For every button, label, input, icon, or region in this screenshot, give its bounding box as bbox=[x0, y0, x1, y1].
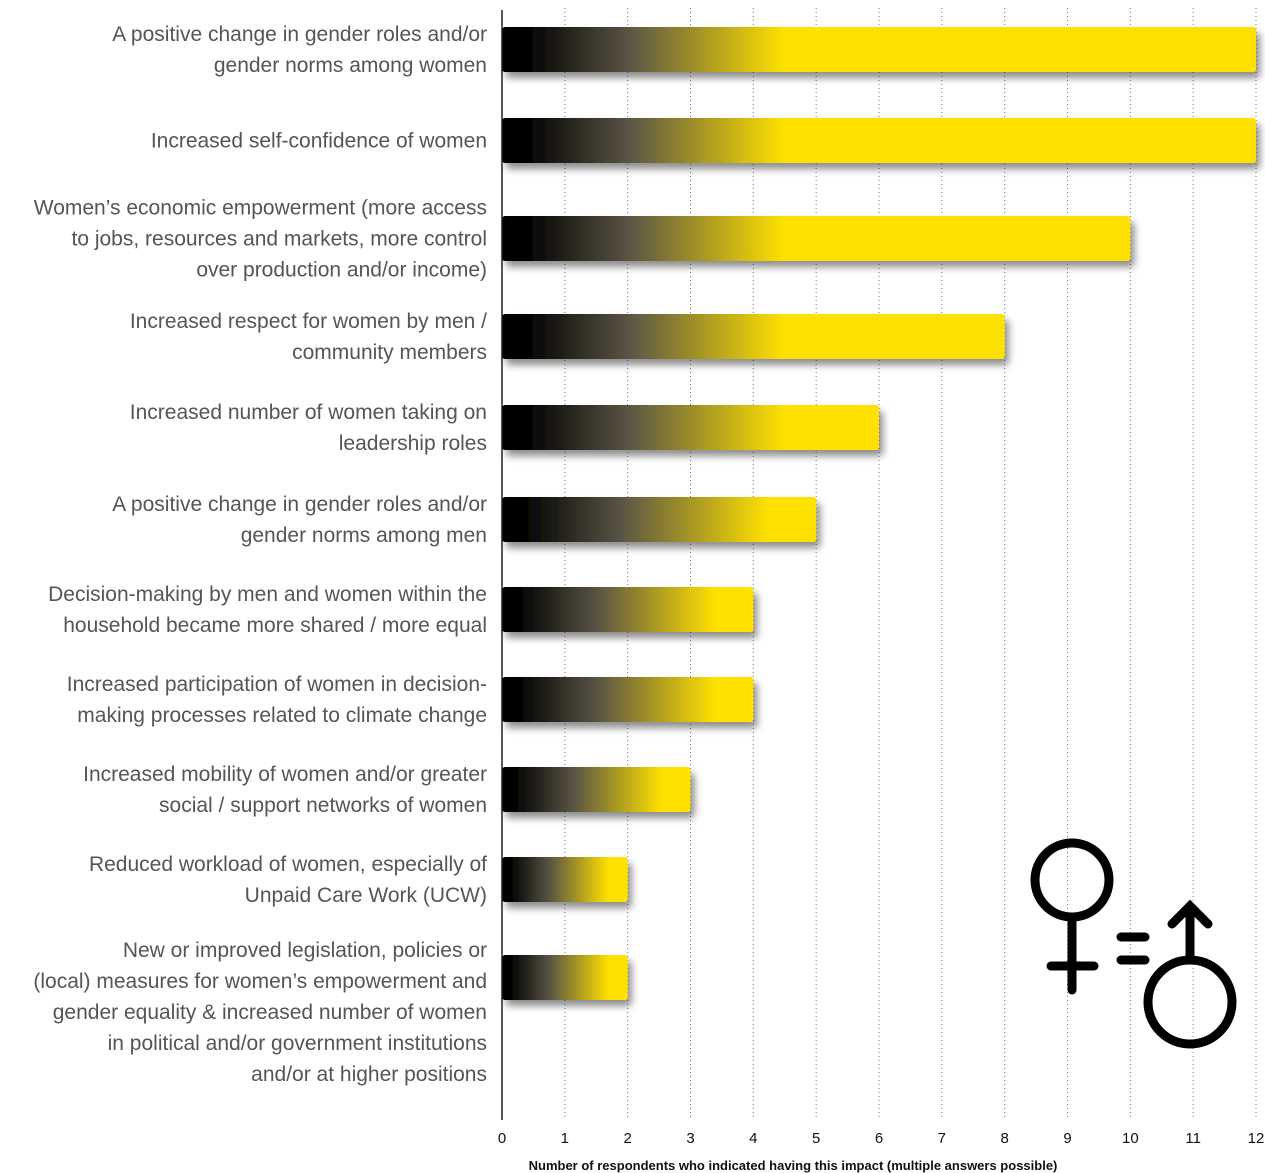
x-tick-label: 0 bbox=[498, 1130, 506, 1147]
category-label: Unpaid Care Work (UCW) bbox=[245, 884, 487, 907]
bar bbox=[502, 27, 1256, 72]
category-label: Increased mobility of women and/or great… bbox=[83, 763, 487, 786]
category-label: to jobs, resources and markets, more con… bbox=[71, 228, 487, 251]
x-tick-label: 4 bbox=[749, 1130, 757, 1147]
bar bbox=[502, 497, 817, 542]
category-label: Increased participation of women in deci… bbox=[67, 673, 487, 696]
bar bbox=[502, 677, 754, 722]
category-label: Decision-making by men and women within … bbox=[48, 583, 487, 606]
bar bbox=[502, 955, 628, 1000]
x-tick-label: 10 bbox=[1122, 1130, 1139, 1147]
category-label: household became more shared / more equa… bbox=[63, 614, 487, 637]
category-label: in political and/or government instituti… bbox=[108, 1032, 487, 1055]
category-label: Women’s economic empowerment (more acces… bbox=[34, 197, 487, 220]
x-tick-label: 8 bbox=[1000, 1130, 1008, 1147]
gender-equality-icon bbox=[1030, 838, 1237, 1049]
x-tick-label: 7 bbox=[938, 1130, 946, 1147]
category-label: Reduced workload of women, especially of bbox=[89, 853, 487, 876]
x-tick-label: 3 bbox=[686, 1130, 694, 1147]
x-tick-label: 6 bbox=[875, 1130, 883, 1147]
category-label: gender norms among women bbox=[214, 54, 487, 77]
female-symbol-circle bbox=[1030, 838, 1114, 922]
bar bbox=[502, 405, 879, 450]
category-label: social / support networks of women bbox=[159, 794, 487, 817]
gridlines bbox=[564, 8, 1257, 1118]
x-tick-label: 5 bbox=[812, 1130, 820, 1147]
x-axis-title: Number of respondents who indicated havi… bbox=[529, 1158, 1058, 1173]
x-tick-label: 9 bbox=[1063, 1130, 1071, 1147]
category-label: (local) measures for women’s empowerment… bbox=[33, 970, 487, 993]
category-label: making processes related to climate chan… bbox=[77, 704, 487, 727]
category-label: Increased self-confidence of women bbox=[151, 130, 487, 153]
bar bbox=[502, 857, 628, 902]
category-label: over production and/or income) bbox=[196, 259, 487, 282]
x-tick-labels: 0 1 2 3 4 5 6 7 8 9 10 11 12 bbox=[498, 1130, 1265, 1147]
category-label: leadership roles bbox=[339, 432, 487, 455]
male-symbol-arrow bbox=[1167, 899, 1213, 929]
x-tick-label: 1 bbox=[561, 1130, 569, 1147]
x-tick-label: 12 bbox=[1248, 1130, 1265, 1147]
category-label: New or improved legislation, policies or bbox=[123, 939, 487, 962]
x-tick-label: 2 bbox=[623, 1130, 631, 1147]
category-label: gender equality & increased number of wo… bbox=[53, 1001, 487, 1024]
category-label: Increased number of women taking on bbox=[130, 401, 487, 424]
category-label: A positive change in gender roles and/or bbox=[112, 23, 487, 46]
category-label: gender norms among men bbox=[241, 524, 487, 547]
category-labels: A positive change in gender roles and/or… bbox=[33, 23, 487, 1086]
x-tick-label: 11 bbox=[1185, 1130, 1201, 1147]
category-label: Increased respect for women by men / bbox=[130, 310, 487, 333]
category-label: and/or at higher positions bbox=[251, 1063, 487, 1086]
bar bbox=[502, 118, 1256, 163]
category-label: A positive change in gender roles and/or bbox=[112, 493, 487, 516]
bar bbox=[502, 314, 1005, 359]
bar bbox=[502, 767, 691, 812]
bar bbox=[502, 587, 754, 632]
category-label: community members bbox=[292, 341, 487, 364]
male-symbol-circle bbox=[1143, 955, 1237, 1049]
bar bbox=[502, 216, 1131, 261]
bars bbox=[502, 27, 1256, 1000]
